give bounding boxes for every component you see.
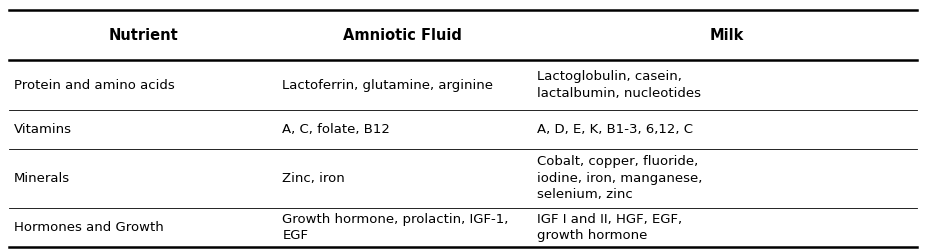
Text: A, C, folate, B12: A, C, folate, B12 [282,123,390,136]
Text: Hormones and Growth: Hormones and Growth [14,221,164,234]
Text: A, D, E, K, B1-3, 6,12, C: A, D, E, K, B1-3, 6,12, C [537,123,693,136]
Text: Minerals: Minerals [14,172,70,185]
Text: Lactoferrin, glutamine, arginine: Lactoferrin, glutamine, arginine [282,79,494,91]
Text: Protein and amino acids: Protein and amino acids [14,79,175,91]
Text: Zinc, iron: Zinc, iron [282,172,345,185]
Text: Lactoglobulin, casein,
lactalbumin, nucleotides: Lactoglobulin, casein, lactalbumin, nucl… [537,70,701,100]
Text: Amniotic Fluid: Amniotic Fluid [344,28,462,43]
Text: Milk: Milk [709,28,745,43]
Text: Growth hormone, prolactin, IGF-1,
EGF: Growth hormone, prolactin, IGF-1, EGF [282,213,508,242]
Text: IGF I and II, HGF, EGF,
growth hormone: IGF I and II, HGF, EGF, growth hormone [537,213,682,242]
Text: Nutrient: Nutrient [108,28,179,43]
Text: Cobalt, copper, fluoride,
iodine, iron, manganese,
selenium, zinc: Cobalt, copper, fluoride, iodine, iron, … [537,155,703,201]
Text: Vitamins: Vitamins [14,123,72,136]
